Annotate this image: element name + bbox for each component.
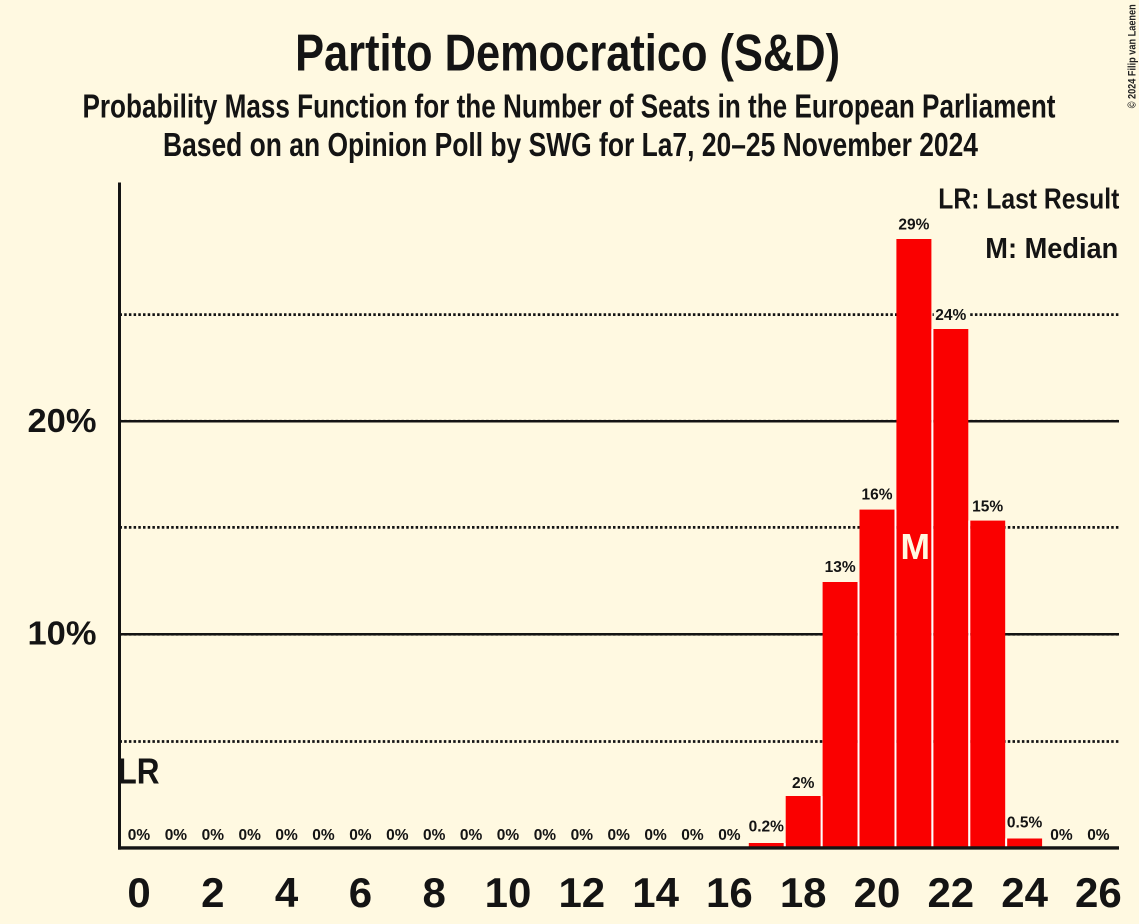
- svg-text:0%: 0%: [460, 827, 483, 844]
- svg-text:0.2%: 0.2%: [749, 819, 785, 836]
- svg-text:20%: 20%: [28, 402, 97, 439]
- svg-text:Partito Democratico (S&D): Partito Democratico (S&D): [295, 25, 840, 83]
- svg-text:16%: 16%: [861, 487, 892, 504]
- svg-text:0%: 0%: [1050, 827, 1073, 844]
- svg-text:LR: Last Result: LR: Last Result: [938, 184, 1119, 216]
- svg-text:8: 8: [423, 869, 446, 916]
- svg-text:12: 12: [558, 869, 605, 916]
- svg-text:10%: 10%: [28, 615, 97, 652]
- svg-text:0%: 0%: [571, 827, 594, 844]
- svg-text:Probability Mass Function for: Probability Mass Function for the Number…: [83, 88, 1056, 125]
- svg-text:0%: 0%: [534, 827, 557, 844]
- svg-text:0%: 0%: [238, 827, 261, 844]
- svg-text:0%: 0%: [718, 827, 741, 844]
- svg-text:0%: 0%: [607, 827, 630, 844]
- svg-text:0%: 0%: [165, 827, 188, 844]
- svg-text:0%: 0%: [128, 827, 151, 844]
- svg-text:2: 2: [201, 869, 224, 916]
- svg-text:0%: 0%: [644, 827, 667, 844]
- svg-text:0%: 0%: [312, 827, 335, 844]
- svg-text:6: 6: [349, 869, 372, 916]
- svg-text:14: 14: [632, 869, 679, 916]
- svg-text:0: 0: [127, 869, 150, 916]
- svg-text:24%: 24%: [935, 307, 966, 324]
- svg-text:4: 4: [275, 869, 299, 916]
- svg-text:0%: 0%: [202, 827, 225, 844]
- svg-text:24: 24: [1001, 869, 1048, 916]
- svg-text:16: 16: [706, 869, 753, 916]
- svg-text:0%: 0%: [1087, 827, 1110, 844]
- svg-text:0%: 0%: [275, 827, 298, 844]
- svg-text:M: Median: M: Median: [985, 233, 1118, 265]
- svg-text:22: 22: [927, 869, 974, 916]
- svg-text:0%: 0%: [681, 827, 704, 844]
- svg-text:29%: 29%: [898, 217, 929, 234]
- svg-text:Based on an Opinion Poll by SW: Based on an Opinion Poll by SWG for La7,…: [163, 126, 979, 163]
- svg-text:13%: 13%: [825, 559, 856, 576]
- svg-text:20: 20: [854, 869, 901, 916]
- svg-text:26: 26: [1075, 869, 1122, 916]
- svg-text:15%: 15%: [972, 499, 1003, 516]
- svg-text:LR: LR: [118, 750, 160, 791]
- svg-text:M: M: [900, 526, 930, 567]
- svg-text:© 2024 Filip van Laenen: © 2024 Filip van Laenen: [1127, 4, 1139, 108]
- svg-text:2%: 2%: [792, 775, 815, 792]
- svg-text:0%: 0%: [349, 827, 372, 844]
- svg-text:0.5%: 0.5%: [1007, 815, 1043, 832]
- svg-text:0%: 0%: [423, 827, 446, 844]
- svg-text:0%: 0%: [386, 827, 409, 844]
- svg-text:18: 18: [780, 869, 827, 916]
- svg-text:0%: 0%: [497, 827, 520, 844]
- svg-text:10: 10: [485, 869, 532, 916]
